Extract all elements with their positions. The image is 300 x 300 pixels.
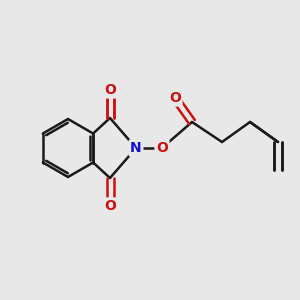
Text: O: O xyxy=(104,199,116,213)
Text: O: O xyxy=(156,141,168,155)
Text: O: O xyxy=(169,91,181,105)
Text: O: O xyxy=(104,83,116,97)
Text: N: N xyxy=(130,141,142,155)
